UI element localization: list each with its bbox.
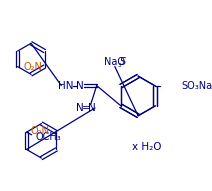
Text: N: N	[76, 81, 84, 91]
Text: S: S	[119, 57, 126, 67]
Text: SO₃Na: SO₃Na	[181, 81, 212, 91]
Text: OCH₃: OCH₃	[35, 132, 61, 142]
Text: ₃: ₃	[117, 60, 121, 69]
Text: NaO: NaO	[104, 57, 125, 67]
Text: x H₂O: x H₂O	[132, 142, 162, 152]
Text: =: =	[82, 103, 91, 113]
Text: N: N	[76, 103, 84, 113]
Text: N: N	[88, 103, 95, 113]
Text: HN: HN	[58, 81, 73, 91]
Text: O₂N: O₂N	[23, 62, 42, 72]
Text: O₂N: O₂N	[30, 126, 49, 136]
